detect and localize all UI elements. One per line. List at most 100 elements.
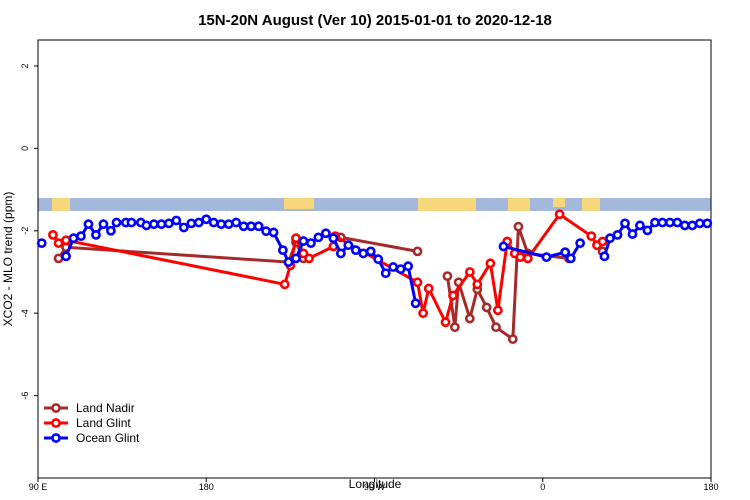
data-point xyxy=(358,248,369,259)
data-point xyxy=(246,221,257,232)
data-point xyxy=(328,233,339,244)
data-point xyxy=(277,245,288,256)
data-point xyxy=(268,227,279,238)
data-point xyxy=(320,228,331,239)
data-point xyxy=(575,238,586,249)
data-point xyxy=(513,221,524,232)
series-line xyxy=(64,217,418,304)
data-point xyxy=(53,238,64,249)
data-point xyxy=(586,231,597,242)
y-axis-title: XCO2 - MLO trend (ppm) xyxy=(1,192,15,327)
x-tick-label: 0 xyxy=(540,482,545,492)
data-point xyxy=(702,218,713,229)
data-point xyxy=(412,246,423,257)
data-point xyxy=(365,246,376,257)
legend-label: Land Glint xyxy=(76,416,131,430)
data-point xyxy=(61,251,71,262)
data-point xyxy=(491,322,501,333)
data-point xyxy=(395,264,406,274)
data-point xyxy=(61,235,71,246)
data-point xyxy=(171,215,182,226)
chart-title: 15N-20N August (Ver 10) 2015-01-01 to 20… xyxy=(198,12,552,29)
data-point xyxy=(291,233,301,244)
data-point xyxy=(448,290,458,301)
data-point xyxy=(664,217,675,228)
data-point xyxy=(253,221,264,232)
data-point xyxy=(442,271,453,281)
data-point xyxy=(554,209,565,220)
data-point xyxy=(279,279,290,290)
data-point xyxy=(410,298,421,309)
data-point xyxy=(472,279,483,290)
y-tick-label: -6 xyxy=(20,392,30,400)
x-axis-title: Longitude xyxy=(349,477,402,491)
data-point xyxy=(186,218,197,229)
data-point xyxy=(304,253,314,264)
x-tick-label: 180 xyxy=(703,482,718,492)
data-point xyxy=(343,240,354,251)
data-point xyxy=(126,217,137,228)
data-point xyxy=(238,221,249,232)
data-point xyxy=(464,267,475,277)
y-tick-label: -4 xyxy=(20,309,30,317)
data-point xyxy=(403,261,414,272)
data-point xyxy=(208,217,219,228)
data-point xyxy=(193,217,204,228)
data-point xyxy=(515,252,526,263)
x-tick-label: 90 W xyxy=(364,482,386,492)
data-point xyxy=(156,219,167,230)
data-point xyxy=(679,220,690,231)
data-point xyxy=(597,236,608,247)
data-point xyxy=(313,232,324,243)
data-point xyxy=(620,218,630,229)
data-point xyxy=(464,313,475,324)
data-point xyxy=(83,219,94,230)
legend-marker xyxy=(51,403,61,413)
legend-label: Land Nadir xyxy=(76,401,135,415)
data-point xyxy=(373,254,384,265)
data-point xyxy=(68,233,79,244)
data-point xyxy=(388,262,399,272)
data-point xyxy=(492,305,503,316)
data-point xyxy=(111,217,122,228)
data-point xyxy=(201,214,212,225)
data-point xyxy=(560,247,571,258)
data-point xyxy=(507,334,518,345)
data-point xyxy=(440,317,451,328)
data-point xyxy=(91,229,101,240)
data-point xyxy=(522,253,533,264)
legend-label: Ocean Glint xyxy=(76,431,140,445)
data-point xyxy=(106,225,116,236)
data-point xyxy=(565,253,576,264)
data-point xyxy=(485,258,496,269)
data-point xyxy=(541,252,552,263)
data-point xyxy=(694,218,705,229)
y-tick-label: -2 xyxy=(20,227,30,235)
data-point xyxy=(231,217,242,228)
x-tick-label: 180 xyxy=(199,482,214,492)
data-point xyxy=(178,222,189,233)
data-point xyxy=(306,238,316,249)
data-point xyxy=(223,219,234,230)
data-point xyxy=(291,253,301,264)
data-point xyxy=(48,229,58,240)
data-point xyxy=(498,241,509,252)
data-point xyxy=(412,277,423,288)
x-tick-label: 90 E xyxy=(29,482,48,492)
data-point xyxy=(672,217,683,228)
data-point xyxy=(298,248,309,259)
legend-marker xyxy=(51,418,61,428)
data-point xyxy=(261,226,271,237)
y-tick-label: 0 xyxy=(20,146,30,151)
data-point xyxy=(98,219,109,230)
data-point xyxy=(163,218,174,229)
data-point xyxy=(423,283,434,294)
data-point xyxy=(141,220,152,231)
data-point xyxy=(149,219,159,230)
data-point xyxy=(449,322,460,333)
data-point xyxy=(216,219,227,230)
data-point xyxy=(650,217,660,228)
legend-marker xyxy=(51,433,61,443)
data-point xyxy=(481,302,492,313)
